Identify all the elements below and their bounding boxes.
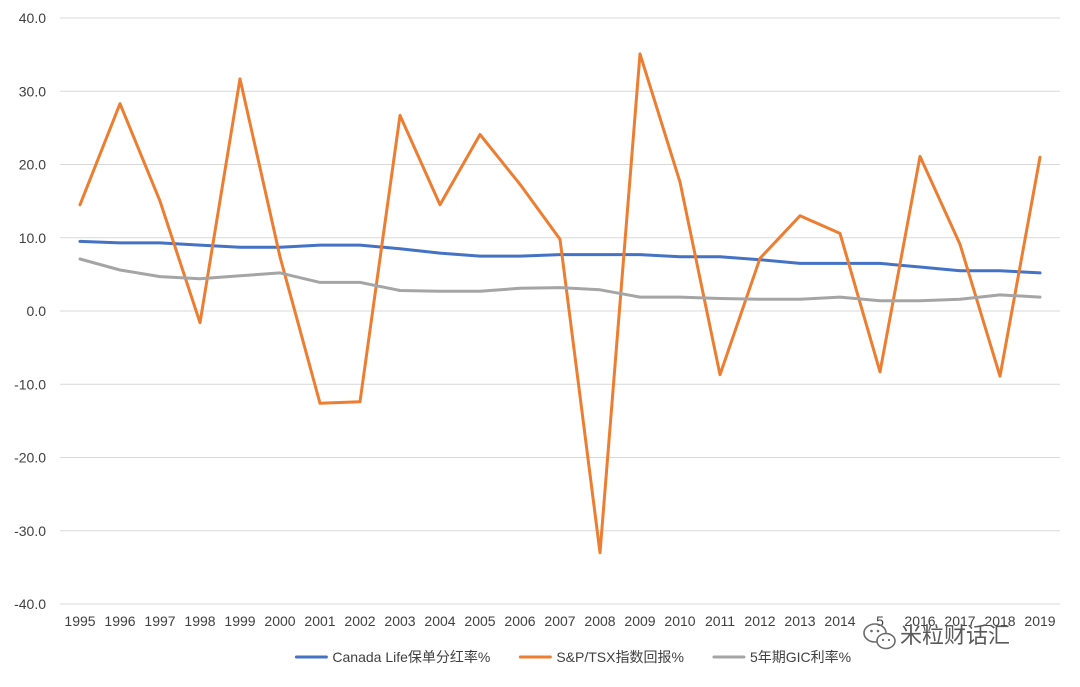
y-tick-label: -40.0 — [14, 596, 46, 612]
y-tick-label: 0.0 — [27, 303, 47, 319]
x-tick-label: 2019 — [1024, 613, 1055, 629]
x-tick-label: 1996 — [104, 613, 135, 629]
x-axis: 1995 1996 1997 1998 1999 2000 2001 2002 2003 2004… — [64, 613, 1055, 629]
series-line-3 — [78, 257, 1042, 303]
y-tick-label: -10.0 — [14, 376, 46, 392]
x-tick-label: 1998 — [184, 613, 215, 629]
x-tick-label: 1999 — [224, 613, 255, 629]
x-tick-label: 2003 — [384, 613, 415, 629]
x-tick-label: 2008 — [584, 613, 615, 629]
x-tick-label: 5 — [876, 613, 884, 629]
legend: Canada Life保单分红率% S&P/TSX指数回报% 5年期GIC利率% — [294, 649, 851, 665]
x-tick-label: 2007 — [544, 613, 575, 629]
series-line-2 — [78, 52, 1042, 555]
x-tick-label: 1995 — [64, 613, 95, 629]
y-tick-label: 40.0 — [19, 10, 46, 26]
gridlines — [60, 17, 1060, 605]
y-tick-label: -20.0 — [14, 450, 46, 466]
legend-label: Canada Life保单分红率% — [332, 649, 490, 665]
legend-label: 5年期GIC利率% — [750, 649, 851, 665]
x-tick-label: 2009 — [624, 613, 655, 629]
x-tick-label: 2002 — [344, 613, 375, 629]
legend-item-3: 5年期GIC利率% — [712, 649, 851, 665]
x-tick-label: 2010 — [664, 613, 695, 629]
legend-label: S&P/TSX指数回报% — [556, 649, 684, 665]
y-tick-label: 30.0 — [19, 83, 46, 99]
legend-item-2: S&P/TSX指数回报% — [518, 649, 684, 665]
x-tick-label: 1997 — [144, 613, 175, 629]
series-line-1 — [78, 239, 1042, 275]
x-tick-label: 2012 — [744, 613, 775, 629]
x-tick-label: 2004 — [424, 613, 455, 629]
y-tick-label: 20.0 — [19, 157, 46, 173]
x-tick-label: 2000 — [264, 613, 295, 629]
x-tick-label: 2011 — [705, 613, 735, 629]
x-tick-label: 2001 — [304, 613, 335, 629]
y-axis: 40.0 30.0 20.0 10.0 0.0 -10.0 -20.0 -30.0 -40.0 — [14, 10, 46, 612]
x-tick-label: 2017 — [944, 613, 975, 629]
watermark: 米粒财话汇 — [863, 623, 1010, 650]
x-tick-label: 2013 — [784, 613, 815, 629]
x-tick-label: 2018 — [984, 613, 1015, 629]
y-tick-label: 10.0 — [19, 230, 46, 246]
wechat-icon — [863, 623, 896, 650]
x-tick-label: 2005 — [464, 613, 495, 629]
series-lines — [78, 52, 1042, 555]
watermark-text: 米粒财话汇 — [900, 624, 1010, 649]
legend-item-1: Canada Life保单分红率% — [294, 649, 490, 665]
x-tick-label: 2016 — [904, 613, 935, 629]
x-tick-label: 2014 — [824, 613, 855, 629]
x-tick-label: 2006 — [504, 613, 535, 629]
y-tick-label: -30.0 — [14, 523, 46, 539]
